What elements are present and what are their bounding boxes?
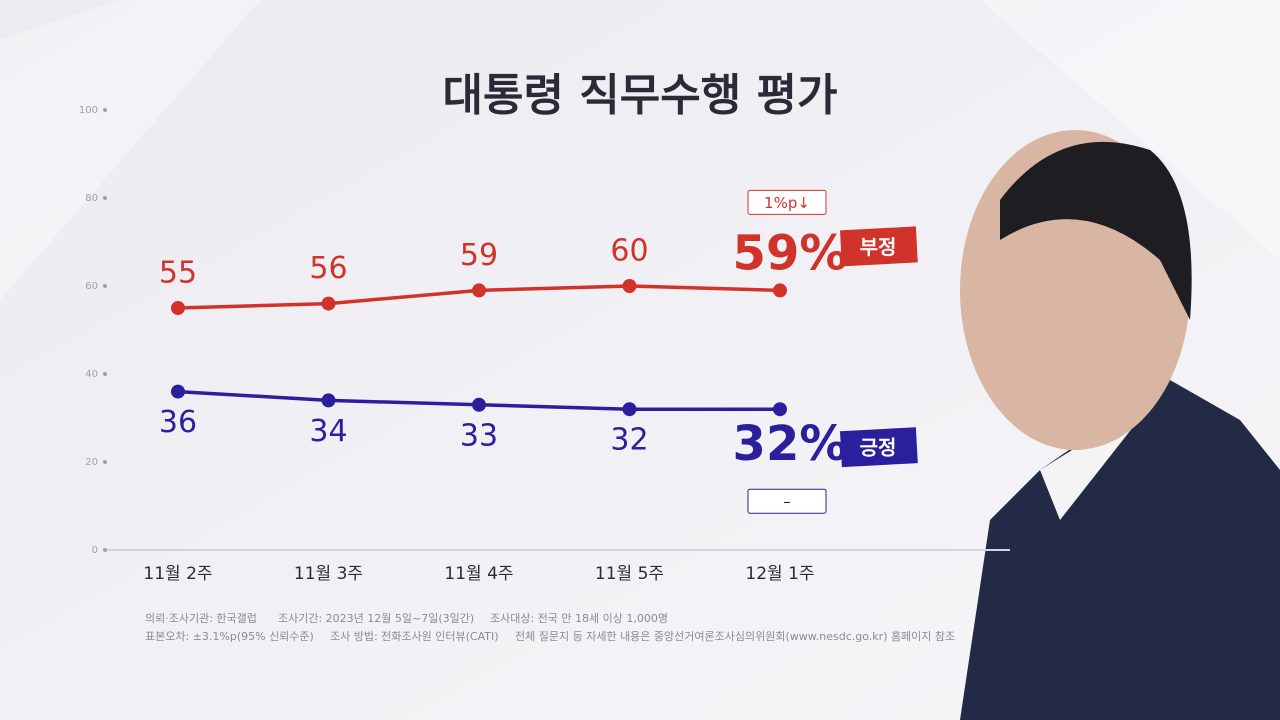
value-label: 32 bbox=[610, 423, 648, 458]
footnote: 의뢰·조사기관: 한국갤럽 bbox=[145, 611, 257, 625]
y-tick-label: 20 bbox=[85, 457, 98, 468]
value-label: 59% bbox=[733, 225, 848, 281]
legend-tag bbox=[839, 226, 918, 267]
point bbox=[321, 296, 336, 311]
point bbox=[171, 384, 185, 399]
legend-label: 긍정 bbox=[860, 436, 897, 460]
y-tick bbox=[103, 548, 107, 552]
legend-tag bbox=[840, 427, 918, 468]
y-tick-label: 80 bbox=[85, 193, 98, 204]
y-tick bbox=[103, 196, 107, 200]
value-label: 34 bbox=[309, 414, 347, 449]
x-tick-label: 11월 4주 bbox=[444, 564, 513, 584]
point bbox=[171, 301, 185, 315]
point bbox=[773, 402, 787, 417]
y-tick-label: 0 bbox=[92, 545, 98, 556]
point bbox=[472, 397, 486, 412]
decoration bbox=[980, 0, 1280, 260]
y-tick-label: 60 bbox=[85, 281, 98, 292]
y-tick bbox=[103, 372, 107, 376]
x-tick-label: 11월 3주 bbox=[294, 564, 363, 584]
value-label: 60 bbox=[610, 234, 648, 269]
x-tick-label: 12월 1주 bbox=[745, 564, 814, 584]
y-tick-label: 40 bbox=[85, 369, 98, 380]
footnote: 표본오차: ±3.1%p(95% 신뢰수준) bbox=[145, 630, 314, 643]
point bbox=[773, 283, 787, 298]
change-label: 1%p↓ bbox=[764, 194, 810, 212]
decoration bbox=[0, 0, 260, 300]
value-label: 55 bbox=[159, 256, 197, 291]
change-badge bbox=[747, 488, 827, 514]
footnote: 전체 질문지 등 자세한 내용은 중앙선거여론조사심의위원회(www.nesdc… bbox=[515, 629, 955, 643]
footnote: 조사대상: 전국 만 18세 이상 1,000명 bbox=[490, 612, 668, 625]
point bbox=[472, 283, 486, 298]
value-label: 56 bbox=[309, 251, 347, 286]
x-tick-label: 11월 5주 bbox=[595, 564, 664, 584]
y-tick bbox=[103, 460, 107, 464]
x-tick-label: 11월 2주 bbox=[143, 564, 212, 584]
legend-label: 부정 bbox=[860, 235, 897, 259]
point bbox=[622, 279, 637, 293]
y-tick-label: 100 bbox=[79, 105, 98, 116]
point bbox=[622, 402, 637, 417]
footnote: 조사 방법: 전화조사원 인터뷰(CATI) bbox=[330, 630, 499, 643]
y-tick bbox=[103, 108, 107, 112]
value-label: 59 bbox=[460, 238, 498, 273]
value-label: 33 bbox=[460, 418, 498, 453]
point bbox=[321, 393, 336, 408]
portrait bbox=[960, 130, 1280, 720]
change-badge bbox=[747, 189, 827, 215]
value-label: 36 bbox=[159, 405, 197, 440]
chart-title: 대통령 직무수행 평가 bbox=[443, 70, 838, 121]
value-label: 32% bbox=[733, 416, 848, 472]
footnote: 조사기간: 2023년 12월 5일~7일(3일간) bbox=[278, 611, 474, 625]
y-tick bbox=[103, 284, 107, 288]
change-label: – bbox=[783, 493, 791, 511]
